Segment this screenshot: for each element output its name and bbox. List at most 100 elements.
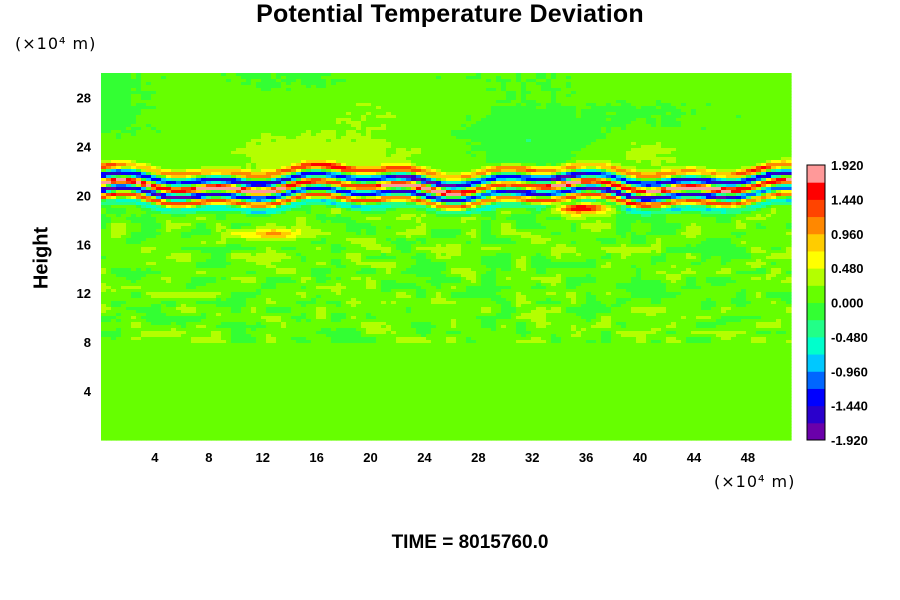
heatmap-cell xyxy=(441,97,447,101)
heatmap-cell xyxy=(331,130,337,134)
heatmap-cell xyxy=(751,106,757,110)
heatmap-cell xyxy=(666,88,672,92)
heatmap-cell xyxy=(381,106,387,110)
heatmap-cell xyxy=(221,100,227,104)
heatmap-cell xyxy=(196,85,202,89)
heatmap-cell xyxy=(261,127,267,131)
heatmap-cell xyxy=(576,121,582,125)
heatmap-cell xyxy=(526,106,532,110)
heatmap-cell xyxy=(746,94,752,98)
heatmap-cell xyxy=(686,106,692,110)
heatmap-cell xyxy=(306,97,312,101)
heatmap-cell xyxy=(781,85,787,89)
heatmap-cell xyxy=(111,100,117,104)
heatmap-cell xyxy=(616,127,622,131)
heatmap-cell xyxy=(451,79,457,83)
heatmap-cell xyxy=(326,94,332,98)
heatmap-cell xyxy=(281,97,287,101)
heatmap-cell xyxy=(726,124,732,128)
heatmap-cell xyxy=(446,121,452,125)
heatmap-cell xyxy=(191,109,197,113)
heatmap-cell xyxy=(446,106,452,110)
heatmap-cell xyxy=(116,127,122,131)
heatmap-cell xyxy=(476,88,482,92)
heatmap-cell xyxy=(786,85,792,89)
heatmap-cell xyxy=(521,82,527,86)
heatmap-cell xyxy=(411,121,417,125)
heatmap-cell xyxy=(196,130,202,134)
heatmap-cell xyxy=(216,121,222,125)
heatmap-cell xyxy=(536,106,542,110)
heatmap-cell xyxy=(746,118,752,122)
heatmap-cell xyxy=(511,115,517,119)
heatmap-cell xyxy=(581,118,587,122)
heatmap-cell xyxy=(306,103,312,107)
heatmap-cell xyxy=(391,109,397,113)
heatmap-cell xyxy=(451,73,457,77)
heatmap-cell xyxy=(636,124,642,128)
heatmap-cell xyxy=(531,88,537,92)
heatmap-cell xyxy=(701,112,707,116)
heatmap-cell xyxy=(166,130,172,134)
heatmap-cell xyxy=(251,130,257,134)
heatmap-cell xyxy=(626,112,632,116)
heatmap-cell xyxy=(566,103,572,107)
heatmap-cell xyxy=(256,112,262,116)
heatmap-cell xyxy=(306,82,312,86)
heatmap-cell xyxy=(146,85,152,89)
heatmap-cell xyxy=(421,85,427,89)
heatmap-cell xyxy=(146,91,152,95)
heatmap-cell xyxy=(626,100,632,104)
heatmap-cell xyxy=(461,127,467,131)
heatmap-cell xyxy=(501,103,507,107)
heatmap-cell xyxy=(786,76,792,80)
heatmap-cell xyxy=(606,85,612,89)
heatmap-cell xyxy=(176,76,182,80)
heatmap-cell xyxy=(446,127,452,131)
heatmap-cell xyxy=(101,109,107,113)
heatmap-cell xyxy=(736,79,742,83)
heatmap-cell xyxy=(201,97,207,101)
heatmap-cell xyxy=(521,76,527,80)
heatmap-cell xyxy=(426,103,432,107)
heatmap-cell xyxy=(726,91,732,95)
heatmap-cell xyxy=(646,100,652,104)
heatmap-cell xyxy=(501,79,507,83)
heatmap-cell xyxy=(101,130,107,134)
heatmap-cell xyxy=(741,76,747,80)
heatmap-cell xyxy=(111,124,117,128)
heatmap-cell xyxy=(371,112,377,116)
heatmap-cell xyxy=(741,127,747,131)
heatmap-cell xyxy=(196,121,202,125)
heatmap-cell xyxy=(266,106,272,110)
heatmap-cell xyxy=(246,91,252,95)
heatmap-cell xyxy=(666,112,672,116)
heatmap-cell xyxy=(341,82,347,86)
heatmap-cell xyxy=(366,118,372,122)
heatmap-cell xyxy=(591,100,597,104)
heatmap-cell xyxy=(521,85,527,89)
heatmap-cell xyxy=(751,109,757,113)
heatmap-cell xyxy=(181,121,187,125)
heatmap-cell xyxy=(171,112,177,116)
heatmap-cell xyxy=(466,82,472,86)
heatmap-cell xyxy=(616,97,622,101)
heatmap-cell xyxy=(111,106,117,110)
heatmap-cell xyxy=(621,76,627,80)
heatmap-cell xyxy=(401,103,407,107)
heatmap-cell xyxy=(521,109,527,113)
heatmap-cell xyxy=(126,109,132,113)
heatmap-cell xyxy=(306,124,312,128)
heatmap-cell xyxy=(336,97,342,101)
heatmap-cell xyxy=(271,109,277,113)
heatmap-cell xyxy=(721,79,727,83)
heatmap-cell xyxy=(506,82,512,86)
heatmap-cell xyxy=(301,88,307,92)
heatmap-cell xyxy=(251,121,257,125)
heatmap-cell xyxy=(246,109,252,113)
heatmap-cell xyxy=(491,88,497,92)
heatmap-cell xyxy=(321,121,327,125)
heatmap-cell xyxy=(701,94,707,98)
heatmap-cell xyxy=(461,91,467,95)
heatmap-cell xyxy=(776,85,782,89)
